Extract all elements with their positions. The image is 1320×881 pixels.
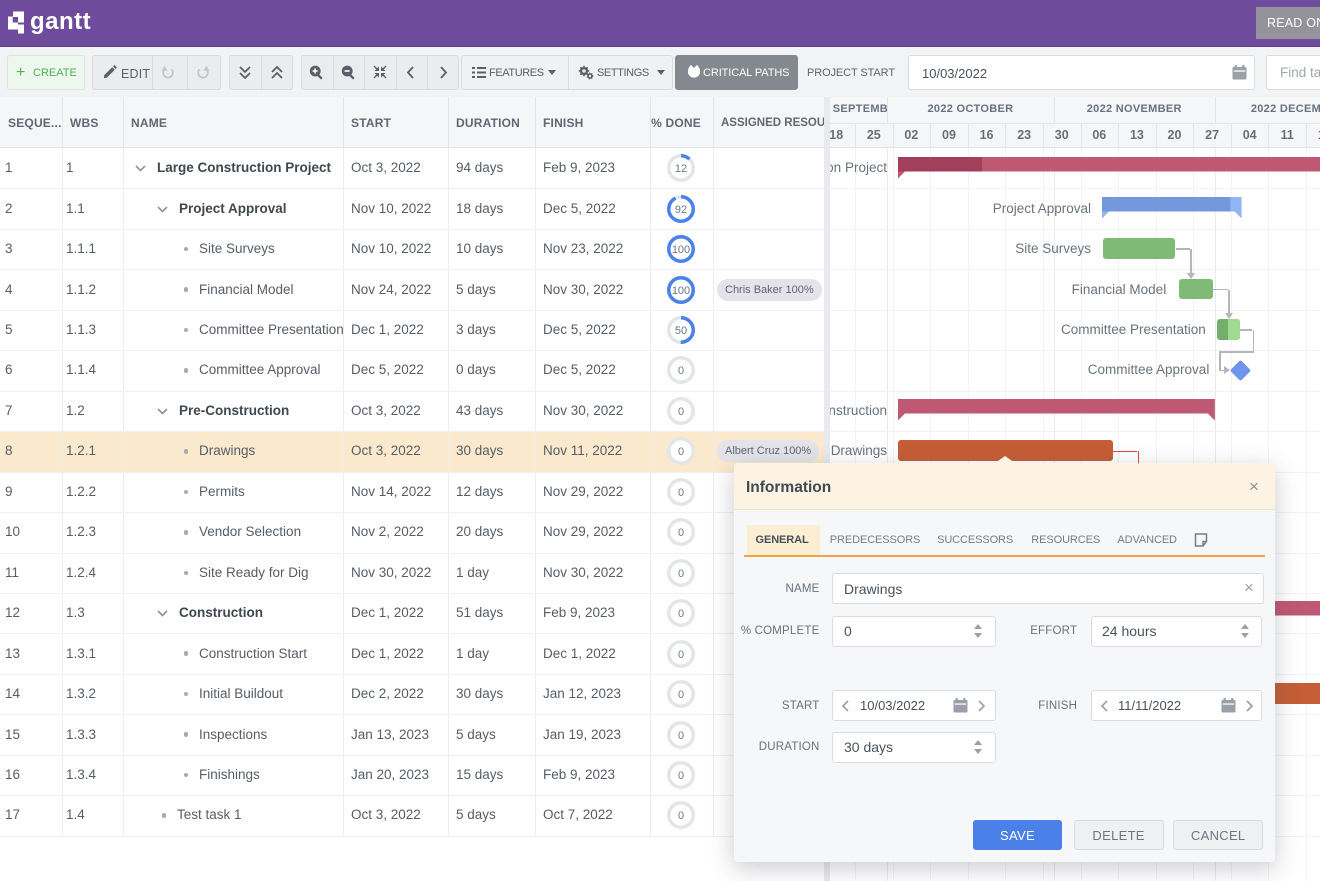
svg-text:100: 100 [672,244,690,256]
svg-text:0: 0 [678,649,684,661]
svg-text:0: 0 [678,810,684,822]
svg-text:0: 0 [678,770,684,782]
svg-text:0: 0 [678,446,684,458]
svg-text:0: 0 [678,568,684,580]
svg-text:0: 0 [678,406,684,418]
svg-text:12: 12 [675,163,687,175]
svg-text:0: 0 [678,689,684,701]
svg-text:50: 50 [675,325,687,337]
svg-text:0: 0 [678,730,684,742]
svg-text:0: 0 [678,365,684,377]
svg-text:100: 100 [672,285,690,297]
svg-text:0: 0 [678,608,684,620]
svg-text:0: 0 [678,487,684,499]
svg-text:92: 92 [675,204,687,216]
svg-text:0: 0 [678,527,684,539]
